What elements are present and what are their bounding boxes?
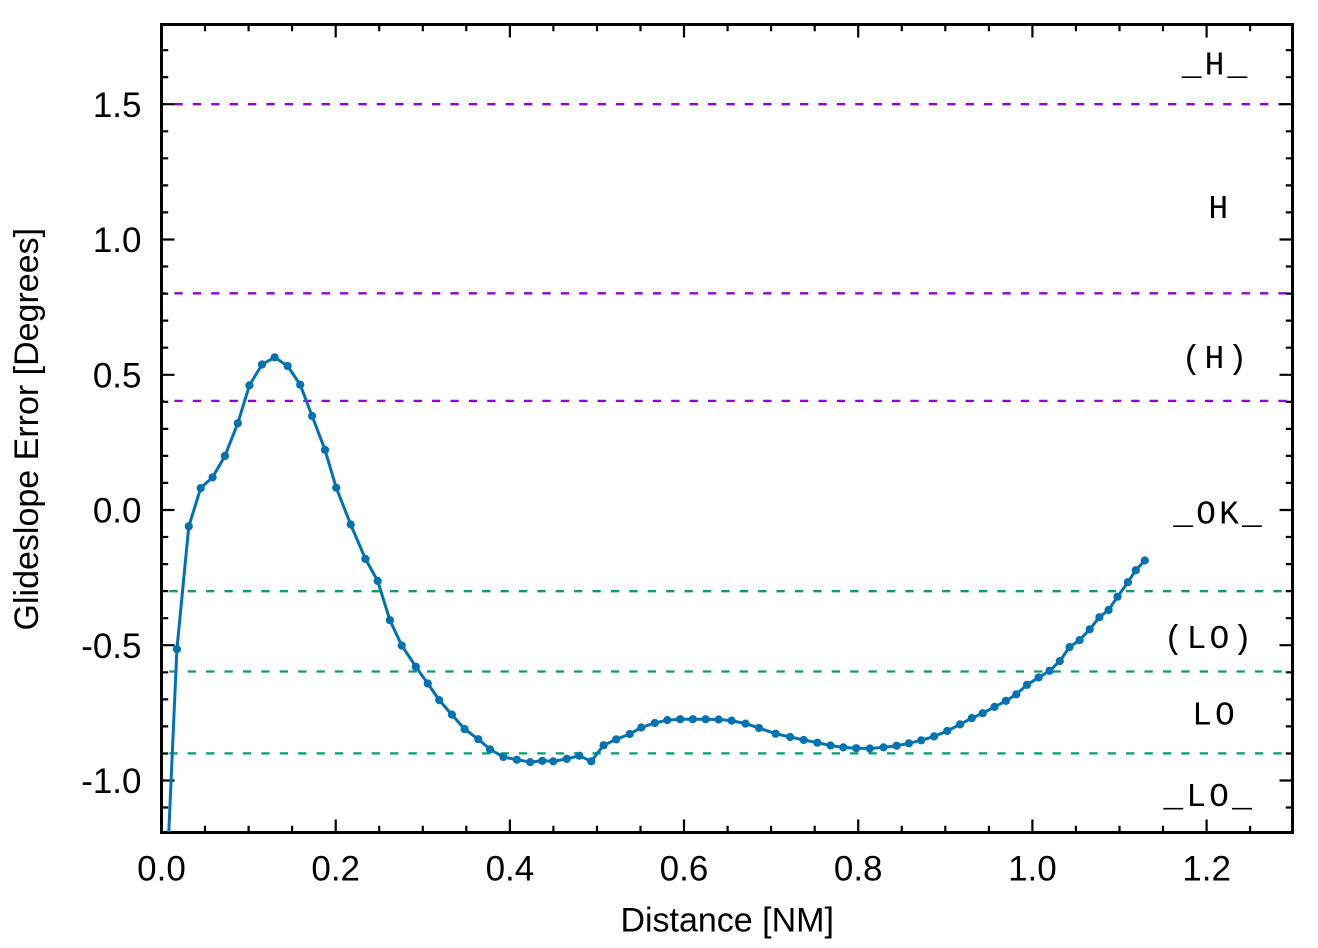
svg-text:0.0: 0.0: [93, 492, 142, 531]
svg-text:0.2: 0.2: [311, 850, 360, 889]
svg-text:0.6: 0.6: [660, 850, 709, 889]
svg-text:-0.5: -0.5: [81, 627, 141, 666]
svg-text:1.2: 1.2: [1182, 850, 1231, 889]
svg-text:0.0: 0.0: [137, 850, 186, 889]
svg-text:1.5: 1.5: [93, 86, 142, 125]
svg-text:H: H: [1208, 191, 1231, 228]
svg-text:0.4: 0.4: [486, 850, 535, 889]
svg-text:Distance [NM]: Distance [NM]: [620, 902, 834, 940]
svg-text:1.0: 1.0: [1008, 850, 1057, 889]
svg-text:-1.0: -1.0: [81, 762, 141, 801]
svg-text:(H): (H): [1182, 341, 1251, 378]
svg-text:LO: LO: [1192, 698, 1238, 735]
svg-text:_H_: _H_: [1181, 48, 1251, 85]
svg-text:_LO_: _LO_: [1162, 779, 1255, 816]
svg-text:_OK_: _OK_: [1172, 497, 1265, 534]
svg-text:1.0: 1.0: [93, 221, 142, 260]
svg-text:Glideslope Error [Degrees]: Glideslope Error [Degrees]: [8, 228, 46, 631]
svg-text:0.5: 0.5: [93, 356, 142, 395]
svg-text:(LO): (LO): [1164, 621, 1256, 658]
svg-text:0.8: 0.8: [834, 850, 883, 889]
